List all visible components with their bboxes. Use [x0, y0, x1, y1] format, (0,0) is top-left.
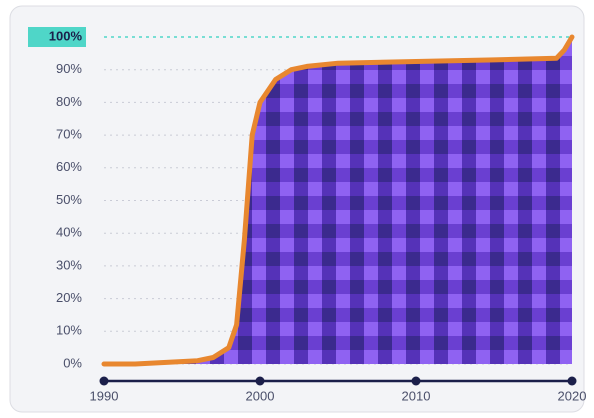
y-tick-label: 30%	[56, 257, 82, 272]
y-tick-label: 60%	[56, 159, 82, 174]
y-tick-label: 20%	[56, 290, 82, 305]
y-tick-label: 0%	[63, 355, 82, 370]
x-tick-label: 2010	[402, 388, 431, 403]
y-tick-label: 80%	[56, 94, 82, 109]
y-tick-label: 70%	[56, 127, 82, 142]
page: {"chart_data": {"type": "area", "x": [19…	[0, 0, 594, 418]
x-tick-label: 2020	[558, 388, 587, 403]
y-tick-label: 90%	[56, 61, 82, 76]
y-tick-label: 100%	[49, 28, 83, 43]
x-tick	[256, 377, 265, 386]
y-tick-label: 50%	[56, 192, 82, 207]
x-tick	[568, 377, 577, 386]
x-tick	[100, 377, 109, 386]
y-tick-label: 40%	[56, 225, 82, 240]
y-tick-label: 10%	[56, 323, 82, 338]
x-tick	[412, 377, 421, 386]
x-tick-label: 2000	[246, 388, 275, 403]
chart: 0% 10% 20% 30% 40% 50% 60% 70% 80% 90% 100% 1990 200…	[0, 0, 594, 418]
x-tick-label: 1990	[90, 388, 119, 403]
